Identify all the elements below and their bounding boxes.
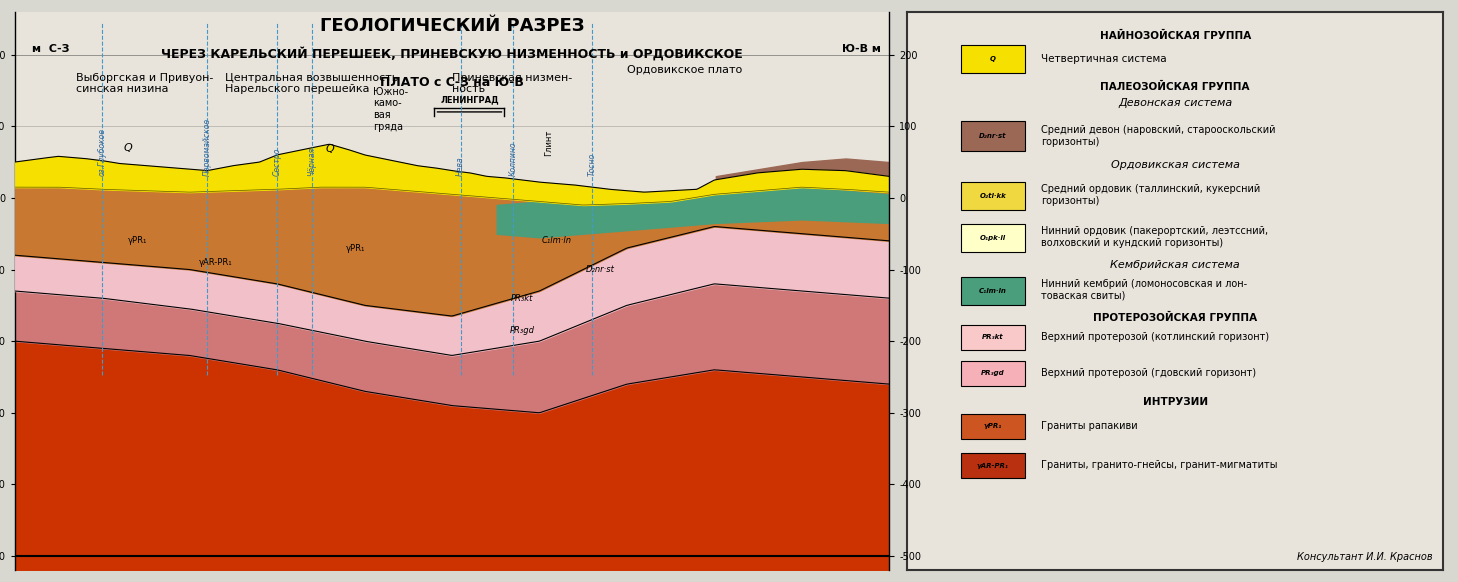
Text: Южно-
камо-
вая
гряда: Южно- камо- вая гряда <box>373 87 408 132</box>
Text: Консультант И.И. Краснов: Консультант И.И. Краснов <box>1298 552 1433 562</box>
Text: ПАЛЕОЗОЙСКАЯ ГРУППА: ПАЛЕОЗОЙСКАЯ ГРУППА <box>1101 81 1250 91</box>
Text: Четвертичная система: Четвертичная система <box>1041 54 1166 64</box>
Text: Ордовикское плато: Ордовикское плато <box>627 65 742 75</box>
Text: D₂nr·st: D₂nr·st <box>978 133 1006 139</box>
Text: Q: Q <box>124 143 133 152</box>
Text: D₂nr·st: D₂nr·st <box>586 265 615 274</box>
FancyBboxPatch shape <box>961 120 1025 151</box>
Text: ИНТРУЗИИ: ИНТРУЗИИ <box>1143 397 1207 407</box>
Text: γAR-PR₁: γAR-PR₁ <box>977 463 1009 469</box>
Text: PR₃gd: PR₃gd <box>981 370 1005 377</box>
Text: Верхний протерозой (гдовский горизонт): Верхний протерозой (гдовский горизонт) <box>1041 368 1257 378</box>
Text: оз.Глубокое: оз.Глубокое <box>98 129 106 176</box>
FancyBboxPatch shape <box>961 277 1025 305</box>
Text: ЛЕНИНГРАД: ЛЕНИНГРАД <box>440 96 499 105</box>
Text: C₁lm·ln: C₁lm·ln <box>978 288 1006 294</box>
Text: O₂tl·kk: O₂tl·kk <box>980 193 1006 199</box>
Text: γPR₁: γPR₁ <box>346 243 366 253</box>
Text: Ордовикская система: Ордовикская система <box>1111 159 1239 170</box>
Text: Тосно: Тосно <box>588 153 596 176</box>
Text: Средний девон (наровский, старооскольский
горизонты): Средний девон (наровский, старооскольски… <box>1041 126 1276 147</box>
Text: Ю-В м: Ю-В м <box>841 44 881 54</box>
Text: Граниты, гранито-гнейсы, гранит-мигматиты: Граниты, гранито-гнейсы, гранит-мигматит… <box>1041 460 1277 470</box>
FancyBboxPatch shape <box>961 453 1025 478</box>
Text: C₁lm·ln: C₁lm·ln <box>542 236 572 246</box>
FancyBboxPatch shape <box>961 45 1025 73</box>
Text: O₁pk·ll: O₁pk·ll <box>980 235 1006 241</box>
Text: Q: Q <box>990 56 996 62</box>
Text: Верхний протерозой (котлинский горизонт): Верхний протерозой (котлинский горизонт) <box>1041 332 1268 342</box>
Text: Глинт: Глинт <box>544 130 553 156</box>
Text: Чёрная: Чёрная <box>308 147 316 176</box>
Text: ЧЕРЕЗ КАРЕЛЬСКИЙ ПЕРЕШЕЕК, ПРИНЕВСКУЮ НИЗМЕННОСТЬ и ОРДОВИКСКОЕ: ЧЕРЕЗ КАРЕЛЬСКИЙ ПЕРЕШЕЕК, ПРИНЕВСКУЮ НИ… <box>160 47 744 61</box>
Text: Средний ордовик (таллинский, кукерсний
горизонты): Средний ордовик (таллинский, кукерсний г… <box>1041 184 1260 205</box>
Text: ПРОТЕРОЗОЙСКАЯ ГРУППА: ПРОТЕРОЗОЙСКАЯ ГРУППА <box>1094 313 1257 324</box>
FancyBboxPatch shape <box>961 361 1025 386</box>
Text: γPR₁: γPR₁ <box>127 236 147 246</box>
Text: γPR₁: γPR₁ <box>984 424 1002 430</box>
Text: Выборгская и Привуон-
синская низина: Выборгская и Привуон- синская низина <box>76 73 213 94</box>
Text: Девонская система: Девонская система <box>1118 98 1232 108</box>
Text: Сестро: Сестро <box>273 148 281 176</box>
Text: НАЙНОЗОЙСКАЯ ГРУППА: НАЙНОЗОЙСКАЯ ГРУППА <box>1099 31 1251 41</box>
Text: Нева: Нева <box>456 157 465 176</box>
Text: Нинний кембрий (ломоносовская и лон-
товаская свиты): Нинний кембрий (ломоносовская и лон- тов… <box>1041 279 1247 301</box>
Text: PR₃kt: PR₃kt <box>981 334 1003 340</box>
Text: ГЕОЛОГИЧЕСКИЙ РАЗРЕЗ: ГЕОЛОГИЧЕСКИЙ РАЗРЕЗ <box>319 17 585 36</box>
Text: PR₃kt: PR₃kt <box>510 294 534 303</box>
Text: Первомайское: Первомайское <box>203 118 211 176</box>
Text: Граниты рапакиви: Граниты рапакиви <box>1041 421 1137 431</box>
Text: Кембрийская система: Кембрийская система <box>1111 260 1239 270</box>
Text: γAR-PR₁: γAR-PR₁ <box>198 258 233 267</box>
FancyBboxPatch shape <box>961 182 1025 210</box>
Text: м  С-З: м С-З <box>32 44 70 54</box>
Text: Центральная возвышенность
Нарельского перешейка: Центральная возвышенность Нарельского пе… <box>225 73 398 94</box>
Text: Приневская низмен-
ность: Приневская низмен- ность <box>452 73 572 94</box>
Text: Нинний ордовик (пакерортский, леэтссний,
волховский и кундский горизонты): Нинний ордовик (пакерортский, леэтссний,… <box>1041 226 1268 247</box>
FancyBboxPatch shape <box>961 224 1025 252</box>
FancyBboxPatch shape <box>961 325 1025 350</box>
Text: Q: Q <box>325 144 334 154</box>
Text: Колпино: Колпино <box>509 142 518 176</box>
Text: PR₃gd: PR₃gd <box>509 326 535 335</box>
FancyBboxPatch shape <box>961 414 1025 439</box>
Text: ПЛАТО с С-З на Ю-В: ПЛАТО с С-З на Ю-В <box>381 76 523 88</box>
